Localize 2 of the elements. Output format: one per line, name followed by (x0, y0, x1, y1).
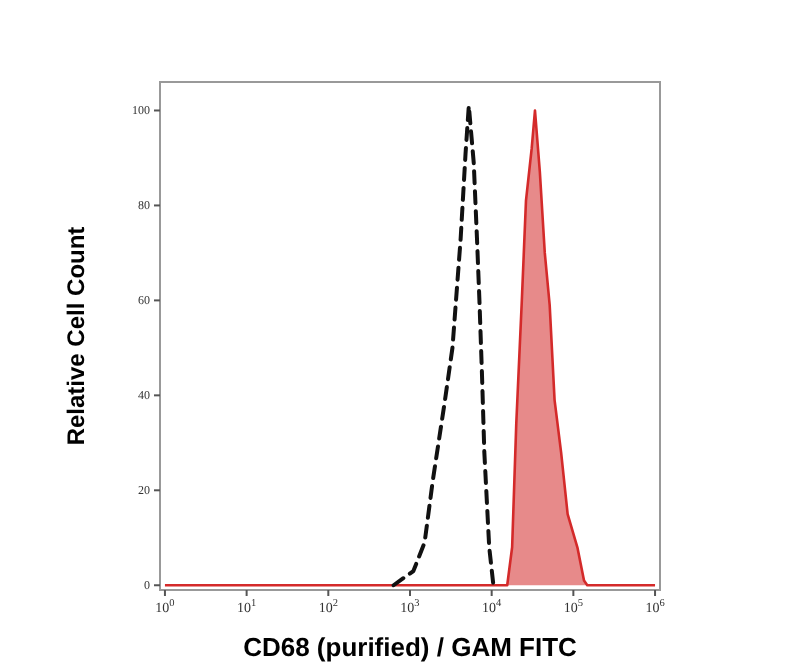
y-axis-title: Relative Cell Count (62, 226, 90, 446)
x-axis-title: CD68 (purified) / GAM FITC (243, 632, 579, 662)
